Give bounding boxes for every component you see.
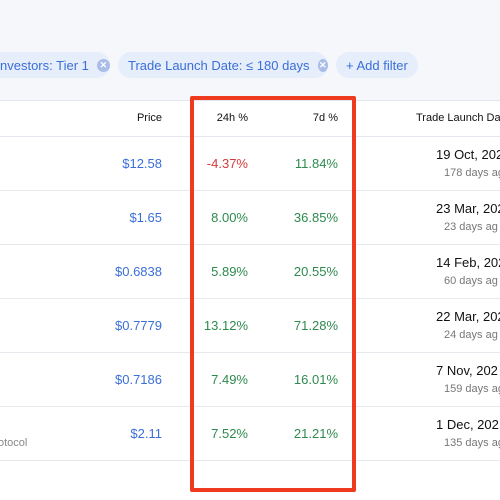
launch-days-ago: 23 days ag <box>444 221 498 233</box>
table-row[interactable]: $12.58 -4.37% 11.84% 19 Oct, 202 178 day… <box>0 137 500 191</box>
launch-date-value: 1 Dec, 202 <box>436 417 499 432</box>
table-header: Price 24h % 7d % Trade Launch Dat <box>0 100 500 137</box>
change-7d-value: 71.28% <box>293 318 338 333</box>
filter-bar: nvestors: Tier 1 ✕ Trade Launch Date: ≤ … <box>0 52 500 78</box>
price-value: $0.7186 <box>115 372 162 387</box>
launch-days-ago: 178 days ag <box>444 167 500 179</box>
table-row[interactable]: $0.7186 7.49% 16.01% 7 Nov, 202 159 days… <box>0 353 500 407</box>
price-value: $12.58 <box>122 156 162 171</box>
price-value: $2.11 <box>130 426 162 441</box>
add-filter-button[interactable]: + Add filter <box>336 52 418 78</box>
change-7d-value: 16.01% <box>293 372 338 387</box>
change-7d-value: 11.84% <box>294 156 338 171</box>
add-filter-label: + Add filter <box>346 57 408 73</box>
column-header-launch-date[interactable]: Trade Launch Dat <box>416 112 500 124</box>
launch-date-value: 7 Nov, 202 <box>436 363 498 378</box>
close-circle-icon[interactable]: ✕ <box>96 58 110 72</box>
price-value: $0.6838 <box>115 264 162 279</box>
change-24h-value: 8.00% <box>211 210 248 225</box>
table-row[interactable]: $1.65 8.00% 36.85% 23 Mar, 202 23 days a… <box>0 191 500 245</box>
change-7d-value: 36.85% <box>293 210 338 225</box>
change-24h-value: 5.89% <box>211 264 248 279</box>
price-value: $0.7779 <box>115 318 162 333</box>
price-value: $1.65 <box>129 210 162 225</box>
launch-date-value: 19 Oct, 202 <box>436 147 500 162</box>
table-row[interactable]: $0.7779 13.12% 71.28% 22 Mar, 202 24 day… <box>0 299 500 353</box>
column-header-24h[interactable]: 24h % <box>216 112 248 124</box>
close-circle-icon[interactable]: ✕ <box>317 58 328 72</box>
column-header-7d[interactable]: 7d % <box>312 112 338 124</box>
filter-chip-label: Trade Launch Date: ≤ 180 days <box>128 57 310 73</box>
filter-chip-investors[interactable]: nvestors: Tier 1 ✕ <box>0 52 110 78</box>
column-header-price[interactable]: Price <box>136 112 162 124</box>
change-7d-value: 21.21% <box>293 426 338 441</box>
launch-days-ago: 60 days ag <box>444 275 498 287</box>
table-row[interactable]: otocol $2.11 7.52% 21.21% 1 Dec, 202 135… <box>0 407 500 461</box>
filter-chip-launch-date[interactable]: Trade Launch Date: ≤ 180 days ✕ <box>118 52 328 78</box>
change-24h-value: -4.37% <box>206 156 248 171</box>
change-7d-value: 20.55% <box>293 264 338 279</box>
launch-date-value: 14 Feb, 202 <box>436 255 500 270</box>
filter-area <box>0 0 500 100</box>
launch-days-ago: 135 days ag <box>444 437 500 449</box>
launch-date-value: 23 Mar, 202 <box>436 201 500 216</box>
change-24h-value: 7.52% <box>211 426 248 441</box>
change-24h-value: 7.49% <box>211 372 248 387</box>
launch-date-value: 22 Mar, 202 <box>436 309 500 324</box>
launch-days-ago: 159 days ag <box>444 383 500 395</box>
filter-chip-label: nvestors: Tier 1 <box>0 57 89 73</box>
project-subtitle: otocol <box>0 437 28 449</box>
launch-days-ago: 24 days ag <box>444 329 498 341</box>
table-row[interactable]: $0.6838 5.89% 20.55% 14 Feb, 202 60 days… <box>0 245 500 299</box>
change-24h-value: 13.12% <box>203 318 248 333</box>
